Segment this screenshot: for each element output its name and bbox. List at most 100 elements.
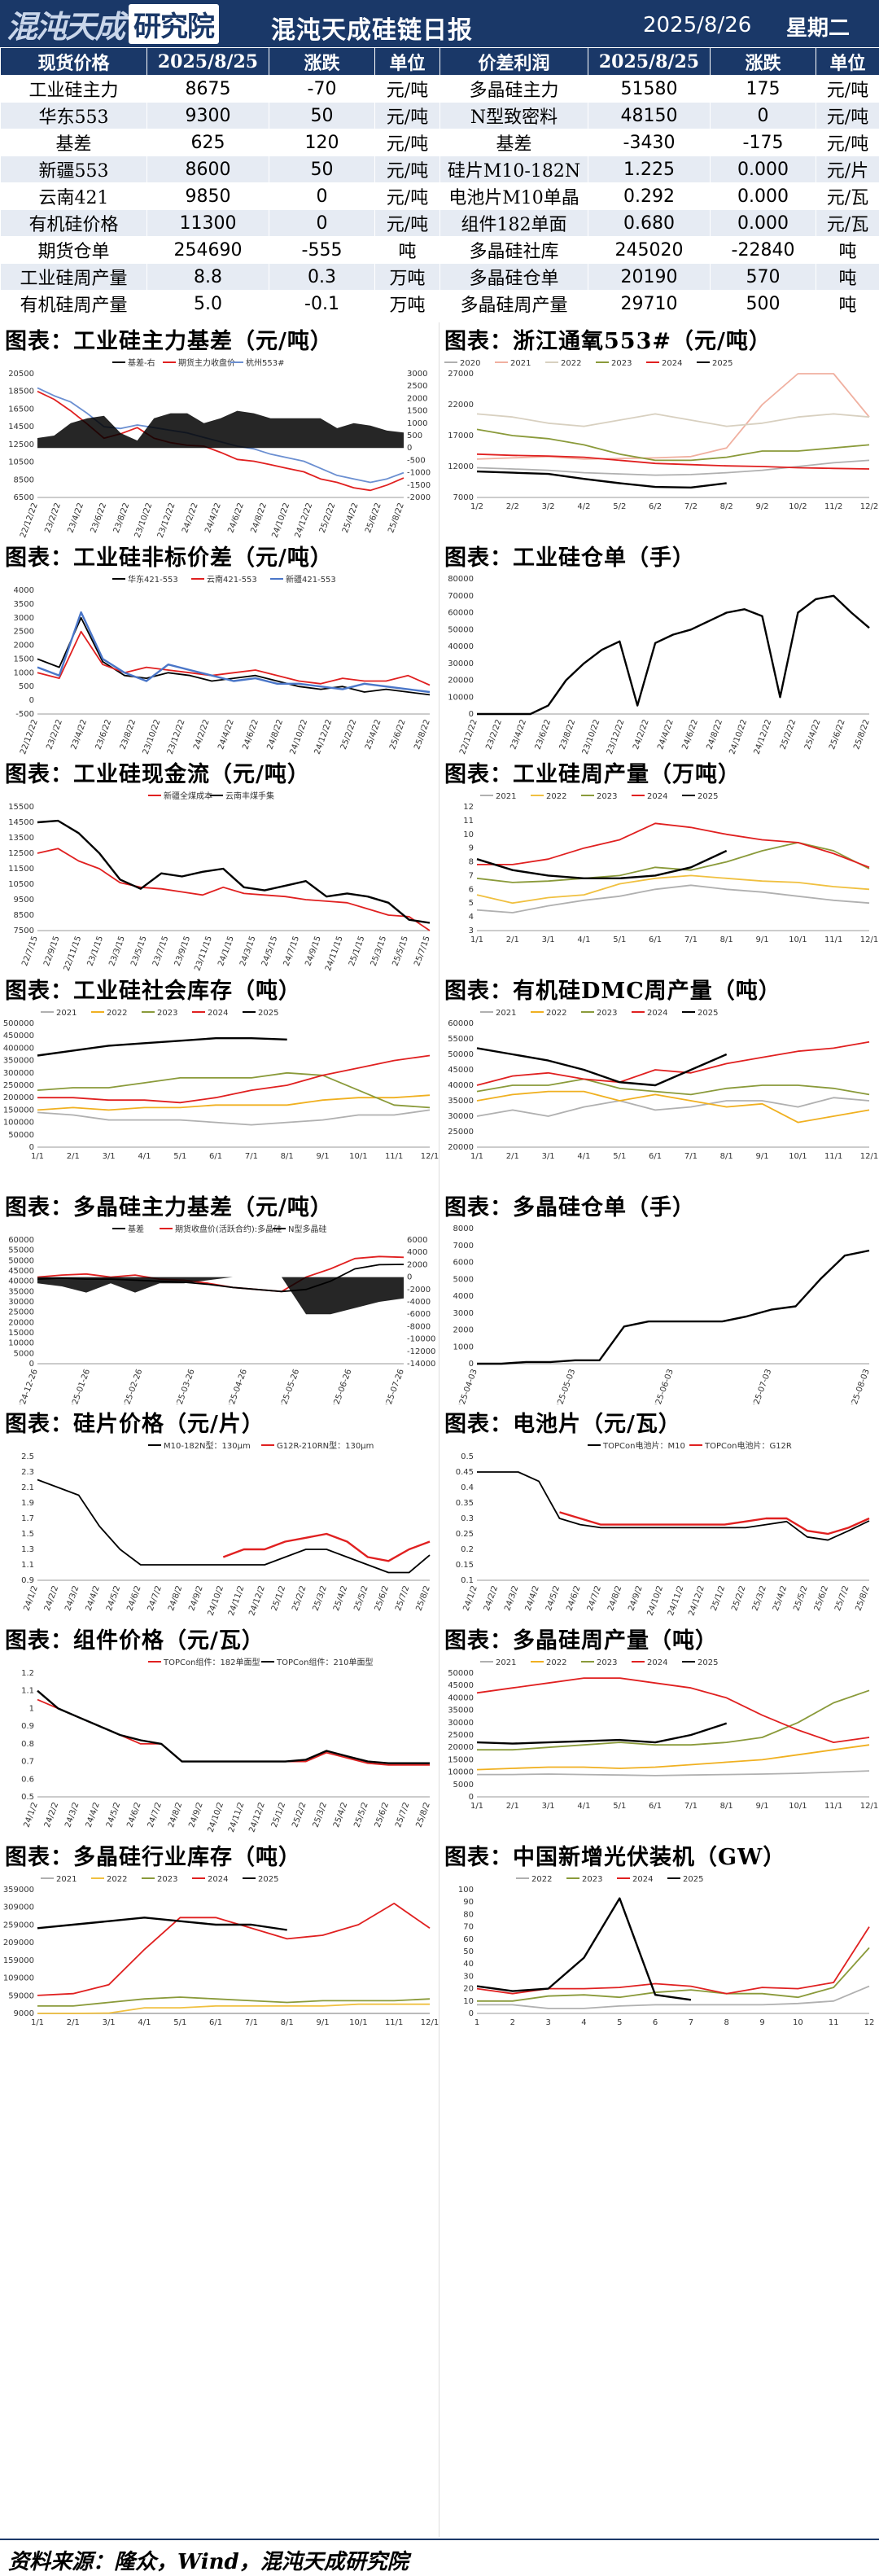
chart-title: 图表：多晶硅主力基差（元/吨） xyxy=(5,1195,333,1220)
x-tick-label: 12/1 xyxy=(421,1152,439,1161)
legend-label: 2024 xyxy=(662,359,682,368)
table-cell: 多晶硅仓单 xyxy=(440,263,588,291)
y-tick-label: 7000 xyxy=(453,493,474,502)
series-line xyxy=(476,874,870,905)
x-tick-label: 8/1 xyxy=(281,1152,294,1161)
table-cell: 51580 xyxy=(588,75,711,103)
table-cell: 万吨 xyxy=(374,290,440,318)
y-tick-label: 4 xyxy=(469,913,474,922)
x-tick-label: 23/2/22 xyxy=(45,718,64,751)
table-cell: -3430 xyxy=(588,129,711,156)
x-tick-label: 24/9/2 xyxy=(187,1584,204,1612)
y2-tick-label: 6000 xyxy=(407,1236,427,1245)
x-tick-label: 2025-07-03 xyxy=(749,1368,773,1404)
x-tick-label: 7/1 xyxy=(245,2018,258,2027)
x-tick-label: 24/6/2 xyxy=(125,1584,142,1612)
x-tick-label: 24/10/22 xyxy=(728,718,749,755)
line-chart: 0 1000 2000 3000 4000 5000 6000 7000 8000 2025-04… xyxy=(453,1224,872,1404)
y-tick-label: 0.45 xyxy=(456,1468,474,1477)
y-tick-label: 0.2 xyxy=(461,1545,474,1554)
x-tick-label: 6 xyxy=(653,2018,658,2027)
line-chart: TOPCon电池片：M10 TOPCon电池片：G12R 0.1 0.15 0.2 0.2… xyxy=(456,1440,872,1617)
line-chart: 2021 2022 2023 2024 2025 20000 25000 30000 35000… xyxy=(448,1009,878,1161)
y-tick-label: -500 xyxy=(15,710,34,719)
y2-tick-label: -1500 xyxy=(407,481,431,490)
x-tick-label: 24/2/2 xyxy=(483,1584,500,1612)
x-tick-label: 4/1 xyxy=(577,1802,590,1811)
y-tick-label: 309000 xyxy=(3,1904,34,1912)
y-tick-label: 30000 xyxy=(448,1112,474,1121)
y2-tick-label: 4000 xyxy=(407,1248,427,1257)
x-tick-label: 12 xyxy=(864,2018,875,2027)
y2-tick-label: 2500 xyxy=(407,382,427,391)
table-cell: 元/吨 xyxy=(816,75,879,103)
x-tick-label: 4 xyxy=(581,2018,586,2027)
x-tick-label: 24/12/2 xyxy=(247,1801,267,1833)
x-tick-label: 2024-12-26 xyxy=(15,1368,40,1404)
x-tick-label: 1/1 xyxy=(470,935,483,944)
table-cell: 组件182单面 xyxy=(440,209,588,237)
x-tick-label: 2025-08-03 xyxy=(847,1368,872,1404)
chart-title: 图表：电池片（元/瓦） xyxy=(444,1412,681,1437)
x-tick-label: 25/6/2 xyxy=(813,1584,830,1612)
legend-label: 新疆全煤成本 xyxy=(164,791,212,801)
y-tick-label: 10 xyxy=(463,1997,474,2006)
x-tick-label: 24/1/2 xyxy=(461,1584,479,1612)
series-line xyxy=(476,1677,870,1743)
table-cell: 吨 xyxy=(816,263,879,291)
table-cell: 有机硅价格 xyxy=(0,209,147,237)
y-tick-label: 16500 xyxy=(8,405,34,414)
legend-label: 基差 xyxy=(128,1224,144,1234)
x-tick-label: 6/1 xyxy=(209,2018,222,2027)
y-tick-label: 259000 xyxy=(3,1921,34,1930)
y-tick-label: 45000 xyxy=(448,1681,474,1690)
x-tick-label: 24/12/2 xyxy=(247,1584,267,1617)
legend-label: 2023 xyxy=(582,1875,602,1884)
table-cell: 500 xyxy=(710,290,816,318)
x-tick-label: 23/9/15 xyxy=(173,935,193,967)
x-tick-label: 25/6/2 xyxy=(374,1801,391,1829)
chart-panel: 图表：中国新增光伏装机（GW） 2022 2023 2024 2025 0 10 20 30 40… xyxy=(440,1839,879,2056)
table-row: 工业硅周产量 8.8 0.3 万吨 多晶硅仓单 20190 570 吨 xyxy=(0,263,879,291)
y-tick-label: 12 xyxy=(463,803,474,812)
table-cell: 1.225 xyxy=(588,156,711,183)
x-tick-label: 24/10/2 xyxy=(646,1584,666,1617)
y-tick-label: 30000 xyxy=(448,1719,474,1728)
data-source-footer: 资料来源：隆众，Wind，混沌天成研究院 xyxy=(0,2539,879,2576)
y2-tick-label: 0 xyxy=(407,1273,412,1282)
legend-label: 2024 xyxy=(647,1658,667,1667)
x-tick-label: 12/1 xyxy=(860,935,878,944)
table-cell: 元/吨 xyxy=(374,102,440,129)
table-cell: 120 xyxy=(269,129,375,156)
x-tick-label: 23/3/15 xyxy=(107,935,127,967)
legend-label: 2024 xyxy=(208,1009,228,1018)
series-line xyxy=(37,1054,431,1104)
series-line xyxy=(477,594,870,716)
x-tick-label: 24/10/2 xyxy=(207,1801,226,1833)
table-header-cell: 价差利润 xyxy=(440,47,588,76)
x-tick-label: 1/2 xyxy=(470,502,483,511)
x-tick-label: 23/4/22 xyxy=(509,718,529,751)
y-tick-label: 59000 xyxy=(8,1991,34,2000)
x-tick-label: 25/5/2 xyxy=(352,1801,370,1829)
x-tick-label: 25/2/22 xyxy=(779,718,798,751)
y-tick-label: 0.1 xyxy=(461,1576,474,1585)
legend-label: M10-182N型：130μm xyxy=(164,1440,251,1451)
y-tick-label: 109000 xyxy=(3,1974,34,1983)
x-tick-label: 25/6/2 xyxy=(374,1584,391,1612)
table-cell: N型致密料 xyxy=(440,102,588,129)
x-tick-label: 25/1/2 xyxy=(270,1801,287,1829)
x-tick-label: 25/4/22 xyxy=(341,502,361,534)
chart-title: 图表：多晶硅周产量（吨） xyxy=(444,1628,718,1654)
x-tick-label: 7/1 xyxy=(245,1152,258,1161)
y-tick-label: 0.9 xyxy=(21,1722,34,1731)
series-line xyxy=(37,1917,287,1931)
x-tick-label: 25/8/2 xyxy=(854,1584,871,1612)
x-tick-label: 23/8/22 xyxy=(119,718,138,751)
series-line xyxy=(37,819,431,924)
x-tick-label: 2025-05-03 xyxy=(553,1368,577,1404)
chart-title: 图表：多晶硅行业库存（吨） xyxy=(5,1845,301,1870)
table-cell: 华东553 xyxy=(0,102,147,129)
y-tick-label: 250000 xyxy=(3,1081,34,1090)
table-cell: 9850 xyxy=(146,182,269,210)
